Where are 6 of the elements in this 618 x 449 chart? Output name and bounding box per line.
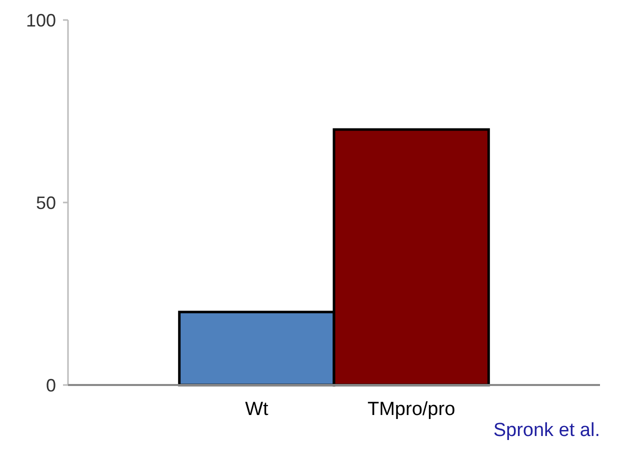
x-tick-label: TMpro/pro <box>368 399 456 420</box>
y-tick-label: 100 <box>26 10 56 30</box>
y-tick-label: 50 <box>36 192 56 213</box>
y-tick-label: 0 <box>46 375 56 396</box>
x-tick-label: Wt <box>245 399 269 420</box>
text: Spronk et al. <box>493 420 600 441</box>
